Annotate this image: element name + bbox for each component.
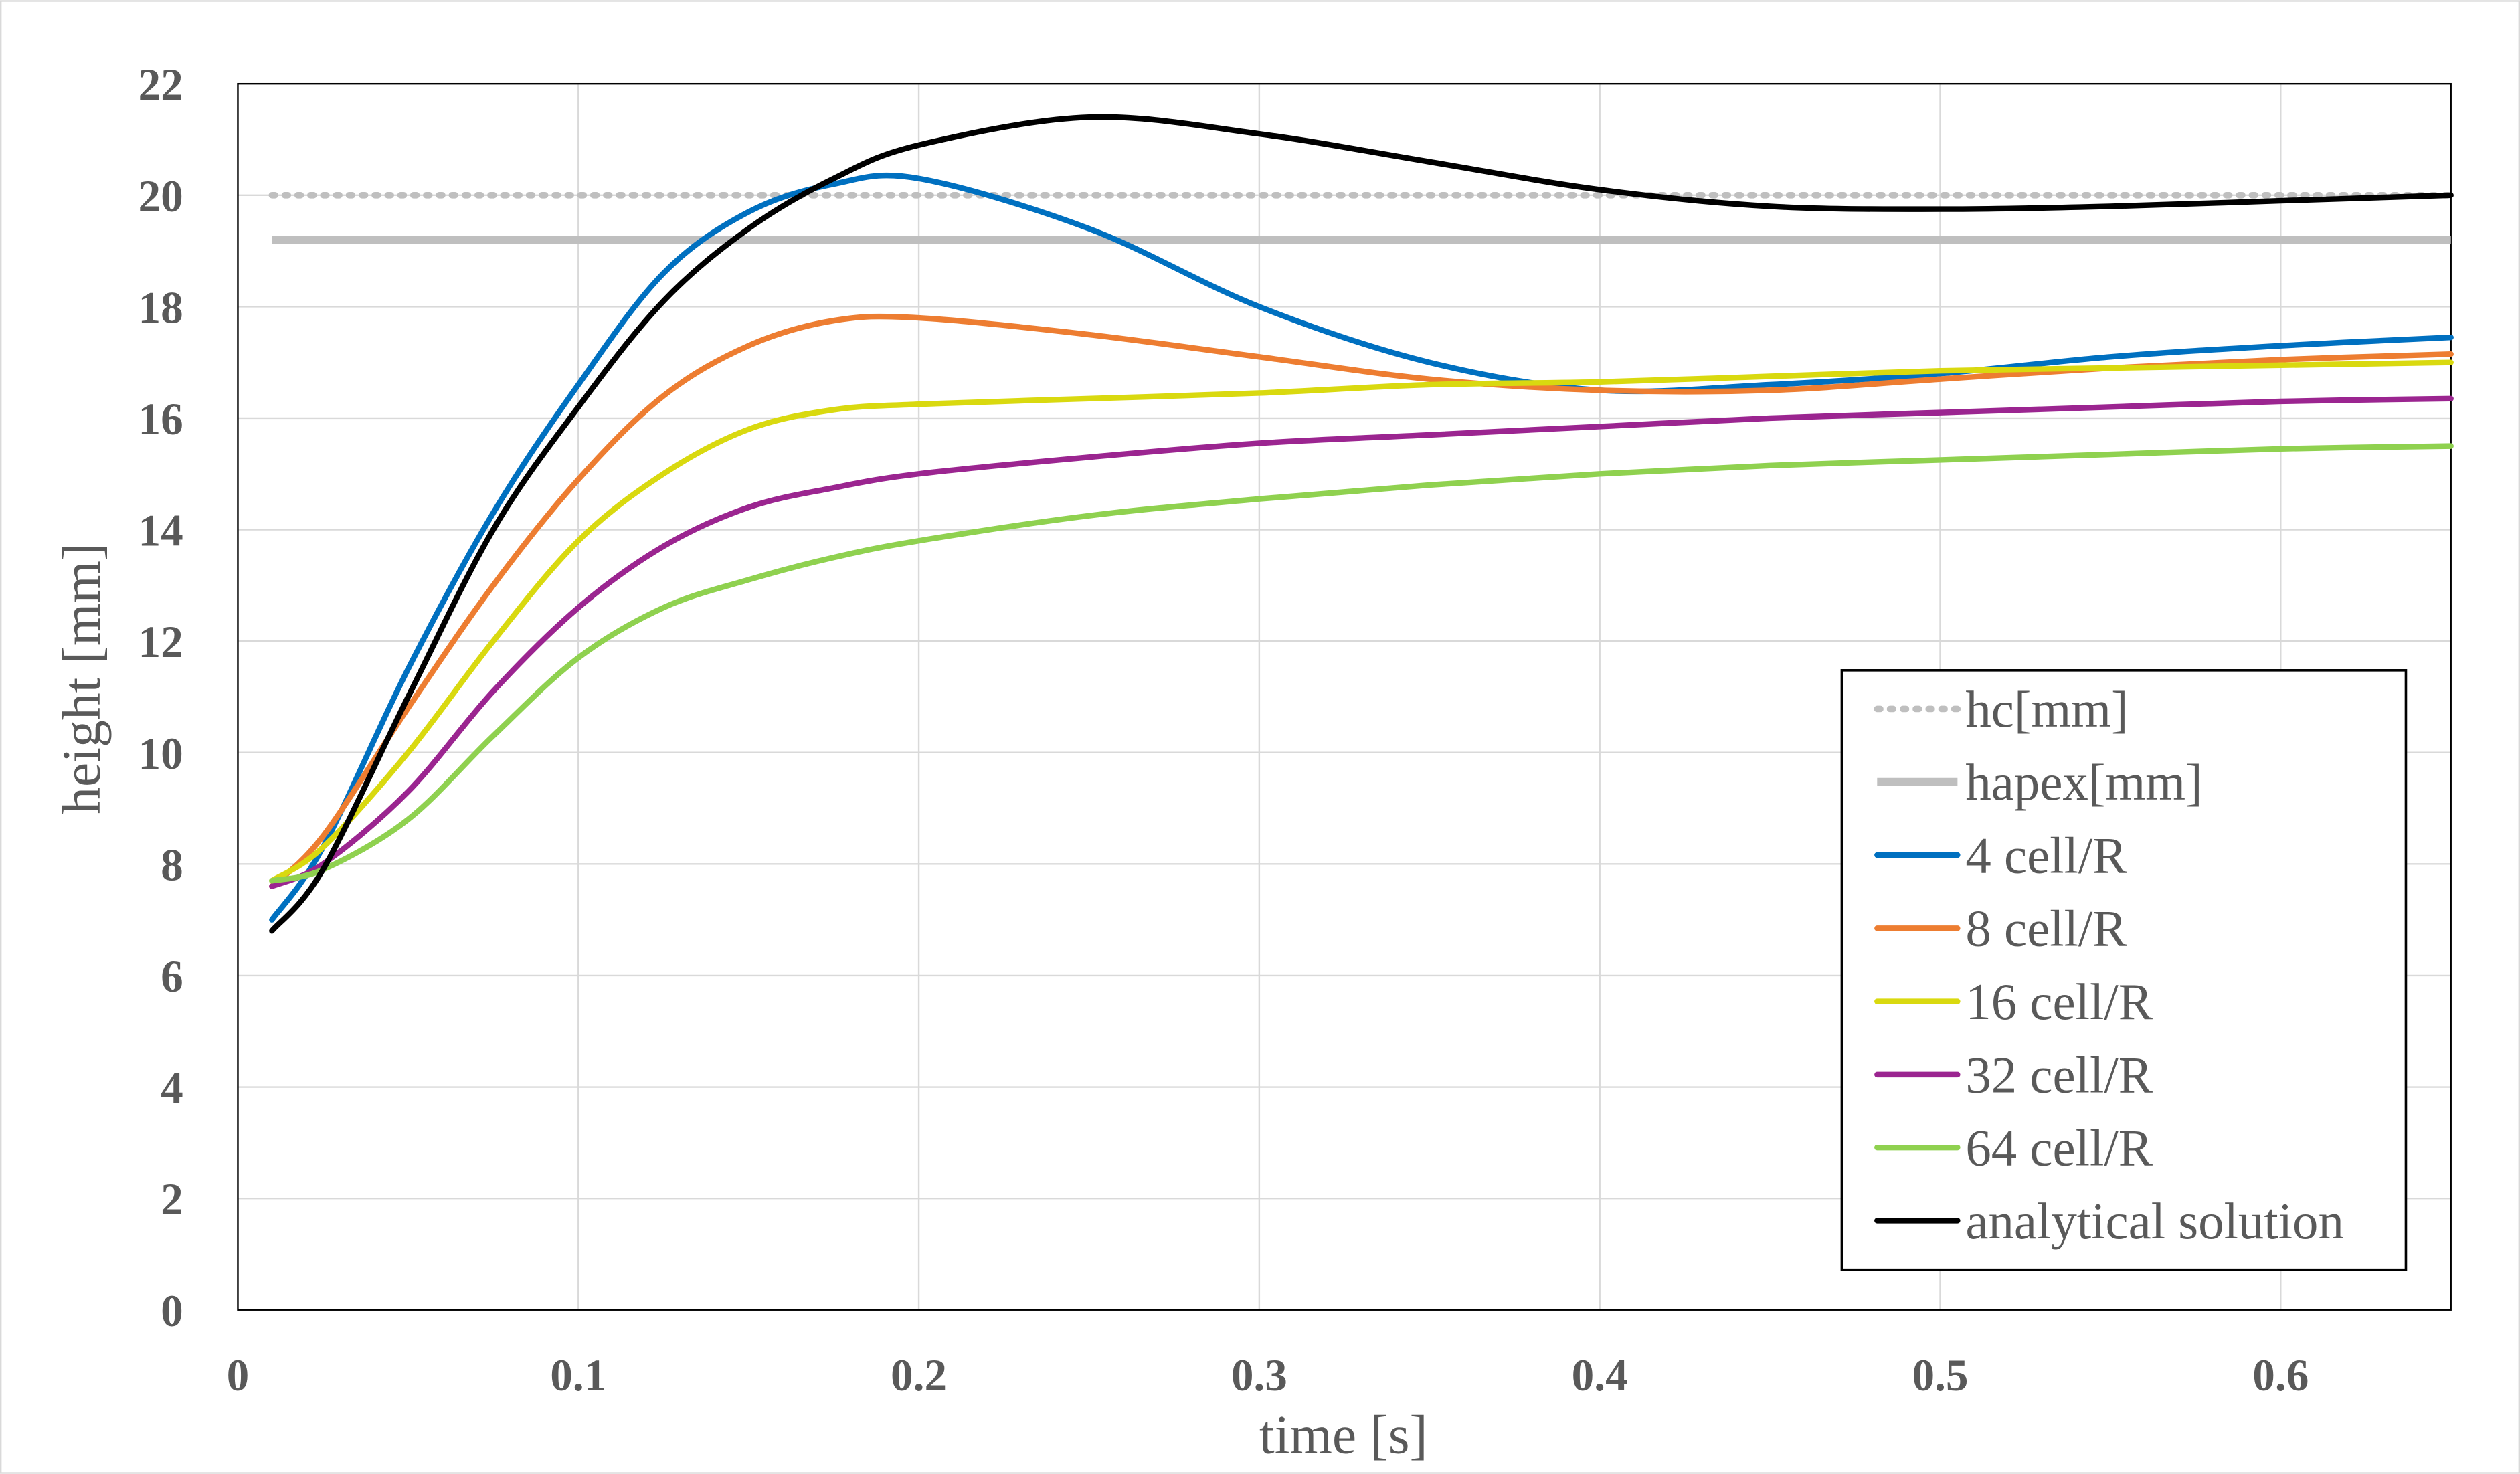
series-line <box>269 395 2454 889</box>
y-tick-label: 22 <box>139 60 183 110</box>
legend-label: 16 cell/R <box>1965 974 2153 1030</box>
x-tick-label: 0.6 <box>2252 1350 2309 1400</box>
legend: hc[mm] hapex[mm] 4 cell/R 8 cell/R 16 cell/R… <box>1840 669 2408 1271</box>
y-tick-label: 10 <box>139 729 183 779</box>
legend-box <box>1840 669 2408 1271</box>
legend-label: hc[mm] <box>1965 681 2128 738</box>
series-line <box>269 114 2454 934</box>
y-tick-label: 8 <box>161 840 183 890</box>
legend-label: 8 cell/R <box>1965 901 2127 957</box>
y-tick-label: 0 <box>161 1286 183 1336</box>
legend-label: hapex[mm] <box>1965 754 2202 811</box>
y-tick-label: 4 <box>161 1063 183 1113</box>
x-tick-label: 0 <box>227 1350 250 1400</box>
x-tick-label: 0.1 <box>550 1350 606 1400</box>
y-tick-label: 6 <box>161 951 183 1002</box>
y-tick-label: 20 <box>139 171 183 221</box>
y-tick-label: 14 <box>139 506 183 556</box>
legend-label: 64 cell/R <box>1965 1120 2153 1177</box>
x-tick-label: 0.5 <box>1912 1350 1968 1400</box>
plot-frame <box>237 82 2452 1311</box>
series-line <box>269 313 2454 889</box>
series-line <box>269 359 2454 884</box>
legend-label: 4 cell/R <box>1965 827 2127 884</box>
x-tick-label: 0.4 <box>1572 1350 1628 1400</box>
legend-label: 32 cell/R <box>1965 1046 2153 1103</box>
y-axis-title: height [mm] <box>51 543 112 814</box>
legend-label: analytical solution <box>1965 1193 2344 1250</box>
y-tick-label: 16 <box>139 394 183 444</box>
series-line <box>269 443 2454 884</box>
x-tick-label: 0.3 <box>1231 1350 1287 1400</box>
x-axis-title: time [s] <box>1259 1404 1428 1465</box>
y-tick-label: 12 <box>139 617 183 667</box>
y-tick-label: 2 <box>161 1174 183 1224</box>
x-tick-label: 0.2 <box>891 1350 947 1400</box>
y-tick-label: 18 <box>139 282 183 333</box>
